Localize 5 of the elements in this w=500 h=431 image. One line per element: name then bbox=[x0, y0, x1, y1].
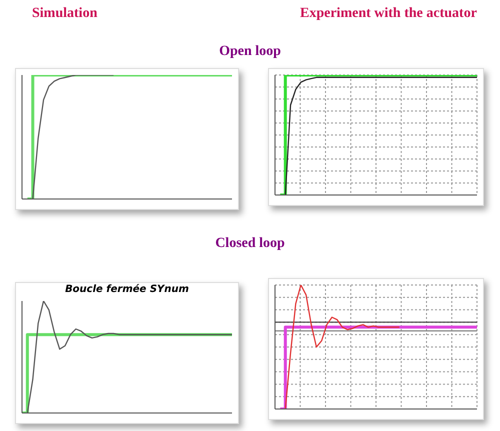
chart-title: Experiment with the actuator bbox=[300, 6, 477, 22]
chart-subtitle: Open loop bbox=[218, 44, 282, 60]
chart-title: Simulation bbox=[32, 6, 98, 22]
chart-subtitle: Closed loop bbox=[214, 236, 286, 252]
chart-title: Boucle fermée SYnum bbox=[64, 284, 190, 295]
